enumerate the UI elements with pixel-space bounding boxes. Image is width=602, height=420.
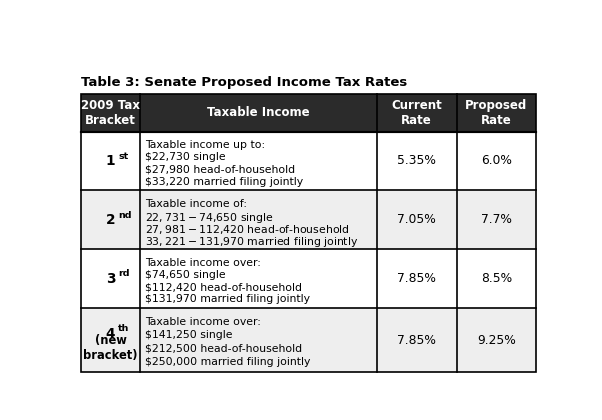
Text: Taxable income over:: Taxable income over:: [144, 257, 261, 268]
Text: 9.25%: 9.25%: [477, 333, 516, 346]
Bar: [81, 308, 536, 372]
Text: 7.85%: 7.85%: [397, 272, 436, 285]
Text: $141,250 single: $141,250 single: [144, 331, 232, 341]
Text: 7.85%: 7.85%: [397, 333, 436, 346]
Text: $250,000 married filing jointly: $250,000 married filing jointly: [144, 357, 310, 367]
Text: $131,970 married filing jointly: $131,970 married filing jointly: [144, 294, 309, 304]
Text: Taxable income over:: Taxable income over:: [144, 317, 261, 327]
Text: Taxable income up to:: Taxable income up to:: [144, 140, 265, 150]
Text: Current
Rate: Current Rate: [391, 99, 442, 127]
Text: 8.5%: 8.5%: [481, 272, 512, 285]
Text: $112,420 head-of-household: $112,420 head-of-household: [144, 282, 302, 292]
Text: 6.0%: 6.0%: [481, 155, 512, 168]
Bar: [81, 94, 536, 372]
Text: $212,500 head-of-household: $212,500 head-of-household: [144, 344, 302, 354]
Text: Table 3: Senate Proposed Income Tax Rates: Table 3: Senate Proposed Income Tax Rate…: [81, 76, 407, 89]
Bar: [81, 131, 536, 190]
Text: $33,220 married filing jointly: $33,220 married filing jointly: [144, 177, 303, 187]
Text: 4: 4: [106, 327, 115, 341]
Text: nd: nd: [118, 210, 132, 220]
Text: 7.05%: 7.05%: [397, 213, 436, 226]
Text: $74,650 single: $74,650 single: [144, 270, 225, 280]
Text: Taxable Income: Taxable Income: [207, 106, 310, 119]
Text: st: st: [118, 152, 128, 161]
Text: th: th: [118, 324, 129, 333]
Text: 1: 1: [105, 154, 115, 168]
Text: 2009 Tax
Bracket: 2009 Tax Bracket: [81, 99, 140, 127]
Text: (new
bracket): (new bracket): [83, 334, 138, 362]
Text: 5.35%: 5.35%: [397, 155, 436, 168]
Text: $22,731-$74,650 single: $22,731-$74,650 single: [144, 211, 273, 225]
Text: 7.7%: 7.7%: [481, 213, 512, 226]
Text: rd: rd: [118, 269, 129, 278]
Bar: [81, 249, 536, 308]
Bar: [81, 190, 536, 249]
Text: Proposed
Rate: Proposed Rate: [465, 99, 527, 127]
Text: $33,221-$131,970 married filing jointly: $33,221-$131,970 married filing jointly: [144, 236, 358, 249]
Text: Taxable income of:: Taxable income of:: [144, 199, 247, 209]
Text: $27,981-$112,420 head-of-household: $27,981-$112,420 head-of-household: [144, 223, 350, 236]
Text: $27,980 head-of-household: $27,980 head-of-household: [144, 165, 295, 174]
Text: 3: 3: [105, 272, 115, 286]
Text: 2: 2: [106, 213, 115, 227]
Text: $22,730 single: $22,730 single: [144, 152, 225, 162]
Bar: [81, 94, 536, 131]
